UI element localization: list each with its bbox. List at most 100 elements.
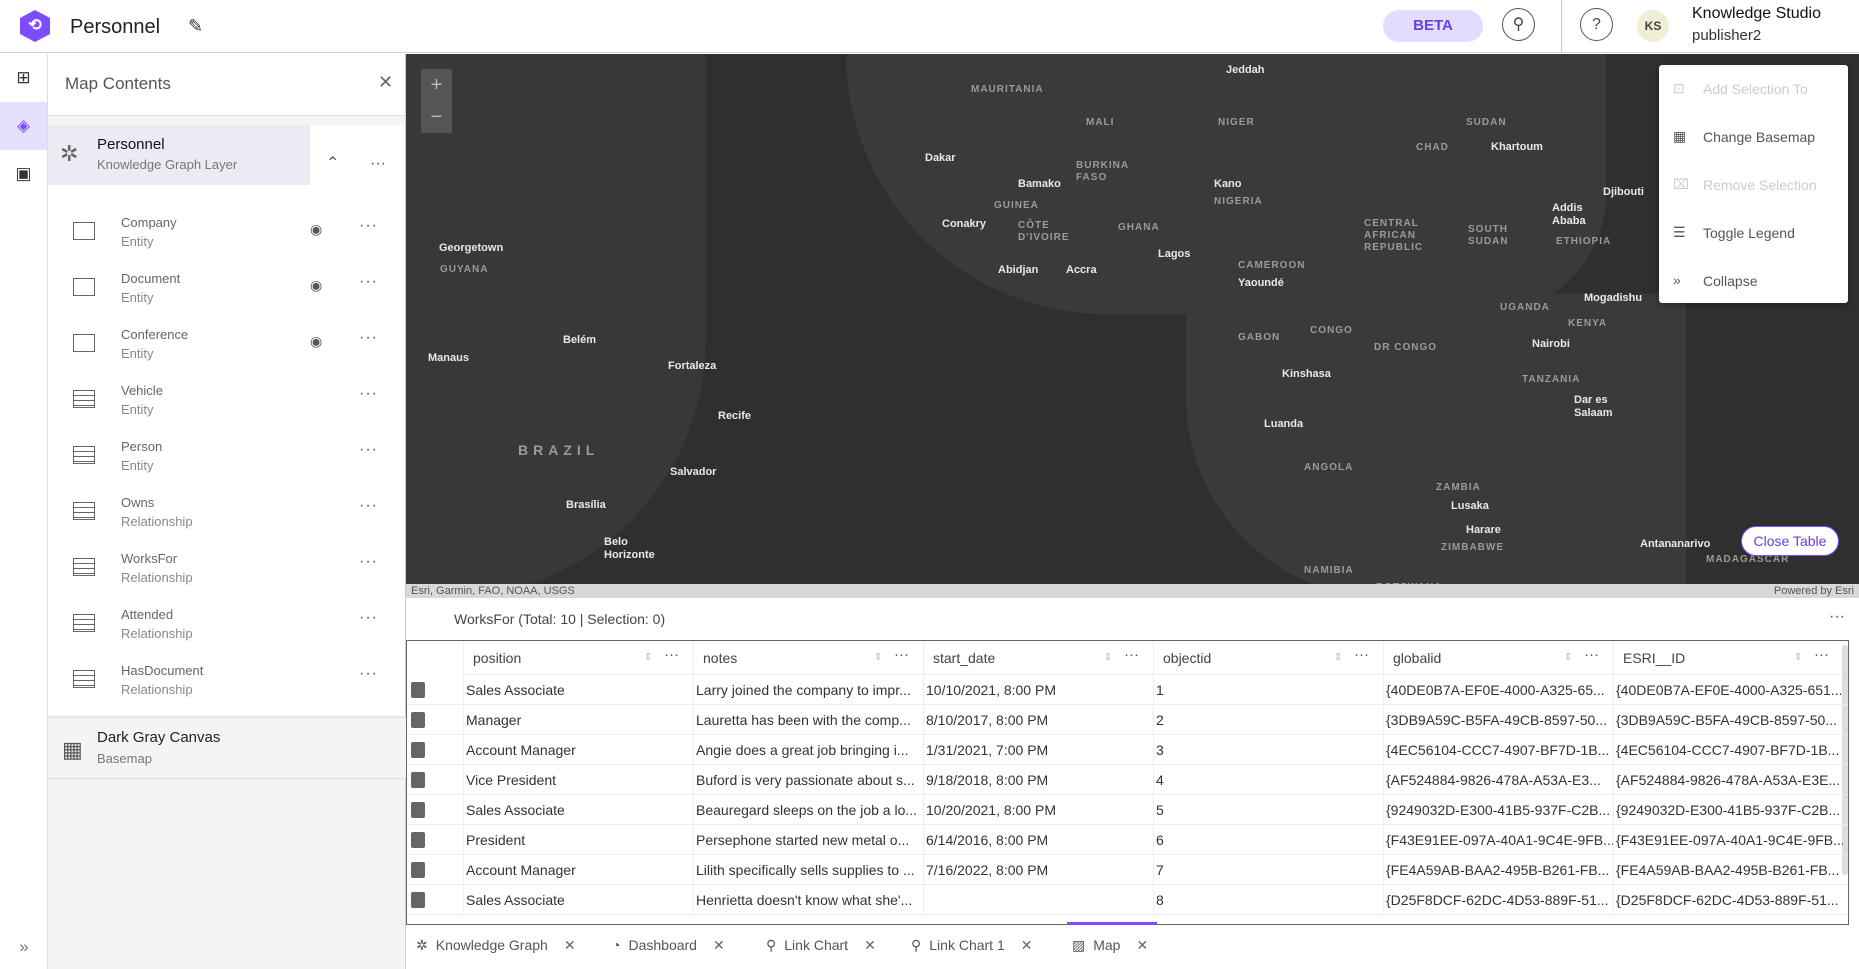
sort-icon[interactable]: ⇕: [1564, 652, 1573, 663]
layer-item-hasdocument[interactable]: HasDocument Relationship ···: [48, 655, 406, 711]
layer-more-icon[interactable]: ···: [370, 155, 386, 172]
table-scrollbar[interactable]: [1842, 645, 1848, 875]
tab-link-chart-1[interactable]: ⚲ Link Chart 1 ✕: [911, 937, 1032, 954]
layer-item-company[interactable]: Company Entity ◉ ···: [48, 207, 406, 263]
eye-icon[interactable]: ◉: [310, 333, 323, 349]
layer-item-conference[interactable]: Conference Entity ◉ ···: [48, 319, 406, 375]
column-menu-icon[interactable]: ···: [664, 646, 679, 663]
chevron-up-icon[interactable]: ⌃: [326, 155, 340, 172]
table-row[interactable]: President Persephone started new metal o.…: [407, 825, 1848, 855]
row-select-checkbox[interactable]: [411, 832, 425, 848]
layer-item-owns[interactable]: Owns Relationship ···: [48, 487, 406, 543]
knowledge-graph-layer[interactable]: ✲ Personnel Knowledge Graph Layer: [48, 125, 310, 185]
layer-item-person[interactable]: Person Entity ···: [48, 431, 406, 487]
close-tab-icon[interactable]: ✕: [1136, 937, 1149, 953]
tab-knowledge-graph[interactable]: ✲ Knowledge Graph ✕: [416, 937, 576, 954]
tab-dashboard[interactable]: ◔ Dashboard ✕: [612, 937, 725, 954]
tab-map[interactable]: ▨ Map ✕: [1072, 937, 1148, 954]
row-select-checkbox[interactable]: [411, 712, 425, 728]
layer-item-document[interactable]: Document Entity ◉ ···: [48, 263, 406, 319]
beta-badge[interactable]: BETA: [1383, 10, 1483, 42]
column-menu-icon[interactable]: ···: [1584, 646, 1599, 663]
row-select-checkbox[interactable]: [411, 862, 425, 878]
knowledge-graph-icon: ✲: [416, 937, 428, 953]
help-icon[interactable]: ?: [1580, 8, 1613, 41]
column-menu-icon[interactable]: ···: [1354, 646, 1369, 663]
column-header-esri__id[interactable]: ESRI__ID ⇕ ···: [1613, 641, 1843, 675]
sort-icon[interactable]: ⇕: [1104, 652, 1113, 663]
table-row[interactable]: Vice President Buford is very passionate …: [407, 765, 1848, 795]
table-row[interactable]: Account Manager Angie does a great job br…: [407, 735, 1848, 765]
item-name: Conference: [121, 327, 189, 342]
row-select-checkbox[interactable]: [411, 682, 425, 698]
column-header-position[interactable]: position ⇕ ···: [463, 641, 693, 675]
table-row[interactable]: Sales Associate Beauregard sleeps on the …: [407, 795, 1848, 825]
more-icon[interactable]: ···: [359, 217, 378, 234]
more-icon[interactable]: ···: [359, 441, 378, 458]
tab-link-chart[interactable]: ⚲ Link Chart ✕: [766, 937, 876, 954]
column-header-globalid[interactable]: globalid ⇕ ···: [1383, 641, 1613, 675]
row-select-checkbox[interactable]: [411, 802, 425, 818]
close-tab-icon[interactable]: ✕: [864, 937, 876, 953]
column-menu-icon[interactable]: ···: [1814, 646, 1829, 663]
layer-item-attended[interactable]: Attended Relationship ···: [48, 599, 406, 655]
layer-item-worksfor[interactable]: WorksFor Relationship ···: [48, 543, 406, 599]
sort-icon[interactable]: ⇕: [1334, 652, 1343, 663]
avatar[interactable]: KS: [1637, 10, 1669, 42]
table-more-icon[interactable]: ···: [1829, 608, 1845, 625]
map-country-label: CONGO: [1310, 325, 1353, 336]
close-tab-icon[interactable]: ✕: [712, 937, 725, 953]
table-row[interactable]: Manager Lauretta has been with the comp..…: [407, 705, 1848, 735]
more-icon[interactable]: ···: [359, 273, 378, 290]
menu-item-toggle-legend[interactable]: ☰ Toggle Legend: [1659, 213, 1848, 253]
menu-item-collapse[interactable]: » Collapse: [1659, 261, 1848, 301]
row-select-checkbox[interactable]: [411, 892, 425, 908]
zoom-out-button[interactable]: −: [430, 106, 443, 128]
more-icon[interactable]: ···: [359, 553, 378, 570]
more-icon[interactable]: ···: [359, 609, 378, 626]
table-cell-objectid: 3: [1153, 735, 1383, 765]
sort-icon[interactable]: ⇕: [1794, 652, 1803, 663]
table-cell-position: Account Manager: [463, 855, 693, 885]
sort-icon[interactable]: ⇕: [644, 652, 653, 663]
table-row[interactable]: Sales Associate Larry joined the company …: [407, 675, 1848, 705]
more-icon[interactable]: ···: [359, 329, 378, 346]
table-cell-objectid: 2: [1153, 705, 1383, 735]
close-panel-icon[interactable]: ✕: [378, 72, 394, 92]
row-select-checkbox[interactable]: [411, 772, 425, 788]
map-view[interactable]: Jeddah Dakar Bamako Khartoum Djibouti Kano Con…: [406, 54, 1859, 598]
row-select-checkbox[interactable]: [411, 742, 425, 758]
basemap-item[interactable]: ▦ Dark Gray Canvas Basemap: [48, 717, 406, 779]
close-tab-icon[interactable]: ✕: [1020, 937, 1033, 953]
table-row[interactable]: Account Manager Lilith specifically sells…: [407, 855, 1848, 885]
map-country-label: CAMEROON: [1238, 260, 1306, 271]
layer-item-vehicle[interactable]: Vehicle Entity ···: [48, 375, 406, 431]
eye-icon[interactable]: ◉: [310, 277, 323, 293]
column-header-notes[interactable]: notes ⇕ ···: [693, 641, 923, 675]
column-menu-icon[interactable]: ···: [1124, 646, 1139, 663]
table-row[interactable]: Sales Associate Henrietta doesn't know wh…: [407, 885, 1848, 915]
table-icon: [73, 390, 95, 408]
more-icon[interactable]: ···: [359, 665, 378, 682]
column-header-objectid[interactable]: objectid ⇕ ···: [1153, 641, 1383, 675]
menu-item-change-basemap[interactable]: ▦ Change Basemap: [1659, 117, 1848, 157]
close-tab-icon[interactable]: ✕: [563, 937, 576, 953]
hierarchy-icon[interactable]: ⊞: [16, 68, 31, 87]
close-table-button[interactable]: Close Table: [1741, 526, 1839, 556]
more-icon[interactable]: ···: [359, 497, 378, 514]
save-icon[interactable]: ▣: [15, 164, 32, 183]
more-icon[interactable]: ···: [359, 385, 378, 402]
column-header-start_date[interactable]: start_date ⇕ ···: [923, 641, 1153, 675]
powered-by-text[interactable]: Powered by Esri: [1773, 585, 1854, 597]
table-cell-start_date: 7/16/2022, 8:00 PM: [923, 855, 1153, 885]
column-menu-icon[interactable]: ···: [894, 646, 909, 663]
edit-title-pencil-icon[interactable]: ✎: [188, 16, 204, 36]
zoom-in-button[interactable]: +: [430, 74, 443, 96]
legend-icon: ☰: [1673, 224, 1686, 240]
layers-icon[interactable]: ◈: [0, 102, 47, 150]
search-icon[interactable]: ⚲: [1502, 8, 1535, 41]
sort-icon[interactable]: ⇕: [874, 652, 883, 663]
app-logo-icon[interactable]: ⟲: [20, 10, 50, 42]
eye-icon[interactable]: ◉: [310, 221, 323, 237]
expand-rail-icon[interactable]: »: [19, 937, 29, 956]
